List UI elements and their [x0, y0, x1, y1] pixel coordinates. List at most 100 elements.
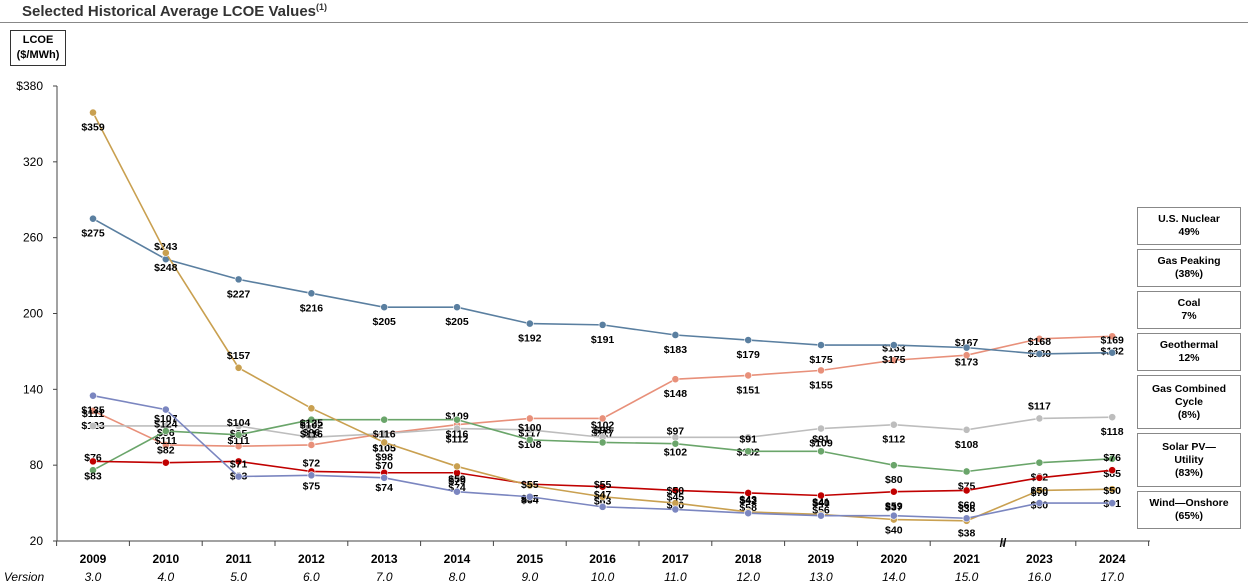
legend-change: 12%	[1178, 352, 1200, 364]
data-point	[1108, 348, 1117, 357]
version-label: 10.0	[591, 570, 615, 584]
data-label: $111	[155, 435, 177, 447]
data-point	[671, 486, 680, 495]
data-label: $50	[1103, 485, 1121, 497]
legend-geothermal: Geothermal 12%	[1137, 333, 1241, 371]
version-label: 11.0	[664, 570, 687, 584]
data-label: $169	[1101, 335, 1125, 347]
data-point	[817, 447, 825, 456]
y-tick-label: 140	[23, 382, 43, 396]
legend-gas-combined-cycle: Gas Combined Cycle (8%)	[1137, 375, 1241, 429]
data-point	[234, 363, 243, 372]
data-point	[889, 356, 898, 365]
data-point	[307, 404, 316, 413]
x-tick-label: 2009	[80, 552, 107, 566]
data-label: $56	[812, 505, 830, 517]
legend-label-cont: Utility	[1174, 453, 1204, 466]
data-label: $100	[518, 422, 542, 434]
data-point	[889, 420, 898, 429]
version-label: 17.0	[1101, 570, 1125, 584]
title-divider	[0, 22, 1248, 23]
data-point	[234, 457, 243, 466]
data-point	[307, 441, 316, 449]
data-point	[380, 415, 389, 424]
data-label: $40	[812, 498, 830, 510]
data-point	[380, 429, 389, 438]
data-point	[89, 108, 97, 117]
data-point	[962, 514, 971, 523]
data-point	[453, 415, 461, 424]
data-point	[671, 505, 680, 514]
y-tick-label: 260	[23, 231, 43, 245]
data-label: $102	[664, 446, 688, 458]
data-point	[307, 471, 316, 480]
data-label: $248	[154, 262, 178, 274]
y-axis-label-box: LCOE ($/MWh)	[10, 30, 66, 66]
data-label: $41	[812, 496, 830, 508]
version-label: 15.0	[955, 570, 979, 584]
data-point	[89, 214, 97, 223]
data-point	[1035, 350, 1044, 358]
data-point	[453, 303, 461, 312]
data-label: $102	[300, 419, 324, 431]
data-label: $243	[154, 241, 178, 253]
data-label: $173	[955, 357, 979, 369]
version-label: 6.0	[303, 570, 320, 584]
data-label: $98	[594, 424, 612, 436]
data-point	[1035, 486, 1044, 495]
data-point	[525, 414, 534, 423]
legend-label: Gas Peaking	[1157, 255, 1221, 267]
data-label: $108	[518, 439, 542, 451]
data-label: $83	[84, 470, 102, 482]
data-label: $59	[885, 501, 903, 513]
legend-label: Gas Combined	[1151, 382, 1227, 395]
data-point	[380, 438, 389, 447]
data-label: $175	[882, 354, 906, 366]
x-tick-label: 2019	[808, 552, 835, 566]
version-label: 16.0	[1028, 570, 1052, 584]
legend-label: U.S. Nuclear	[1158, 213, 1220, 225]
data-label: $42	[739, 495, 757, 507]
data-point	[671, 439, 680, 448]
data-label: $125	[300, 417, 324, 429]
data-point	[307, 289, 316, 298]
x-tick-label: 2011	[226, 552, 252, 566]
data-point	[234, 422, 243, 430]
data-point	[817, 511, 825, 520]
x-tick-label: 2010	[152, 552, 179, 566]
data-point	[598, 414, 607, 423]
data-point	[234, 472, 243, 481]
data-label: $205	[445, 316, 469, 328]
data-label: $111	[82, 408, 104, 420]
data-label: $80	[885, 474, 903, 486]
legend-label: Solar PV—	[1162, 440, 1216, 453]
version-label: 5.0	[230, 570, 247, 584]
data-label: $116	[446, 429, 469, 441]
data-label: $72	[303, 457, 321, 469]
data-label: $175	[809, 354, 833, 366]
data-point	[1108, 454, 1117, 463]
data-label: $105	[373, 443, 397, 455]
data-point	[817, 491, 825, 500]
data-point	[234, 430, 243, 439]
data-point	[1035, 458, 1044, 467]
data-point	[1108, 413, 1117, 422]
data-label: $151	[737, 384, 761, 396]
legend-label: Coal	[1177, 297, 1201, 309]
data-point	[161, 405, 170, 414]
legend-wind-onshore: Wind—Onshore (65%)	[1137, 491, 1241, 529]
data-label: $112	[882, 434, 905, 446]
data-point	[598, 502, 607, 511]
data-label: $108	[955, 439, 979, 451]
legend-change: (83%)	[1174, 466, 1203, 479]
data-point	[817, 366, 825, 375]
data-point	[962, 425, 971, 434]
data-point	[1035, 499, 1044, 507]
y-tick-label: 20	[30, 534, 44, 548]
y-axis-label-line2: ($/MWh)	[16, 49, 60, 61]
legend-change: (38%)	[1174, 268, 1203, 280]
data-label: $91	[812, 433, 830, 445]
data-label: $55	[594, 479, 612, 491]
data-point	[234, 442, 243, 451]
data-point	[744, 447, 753, 456]
